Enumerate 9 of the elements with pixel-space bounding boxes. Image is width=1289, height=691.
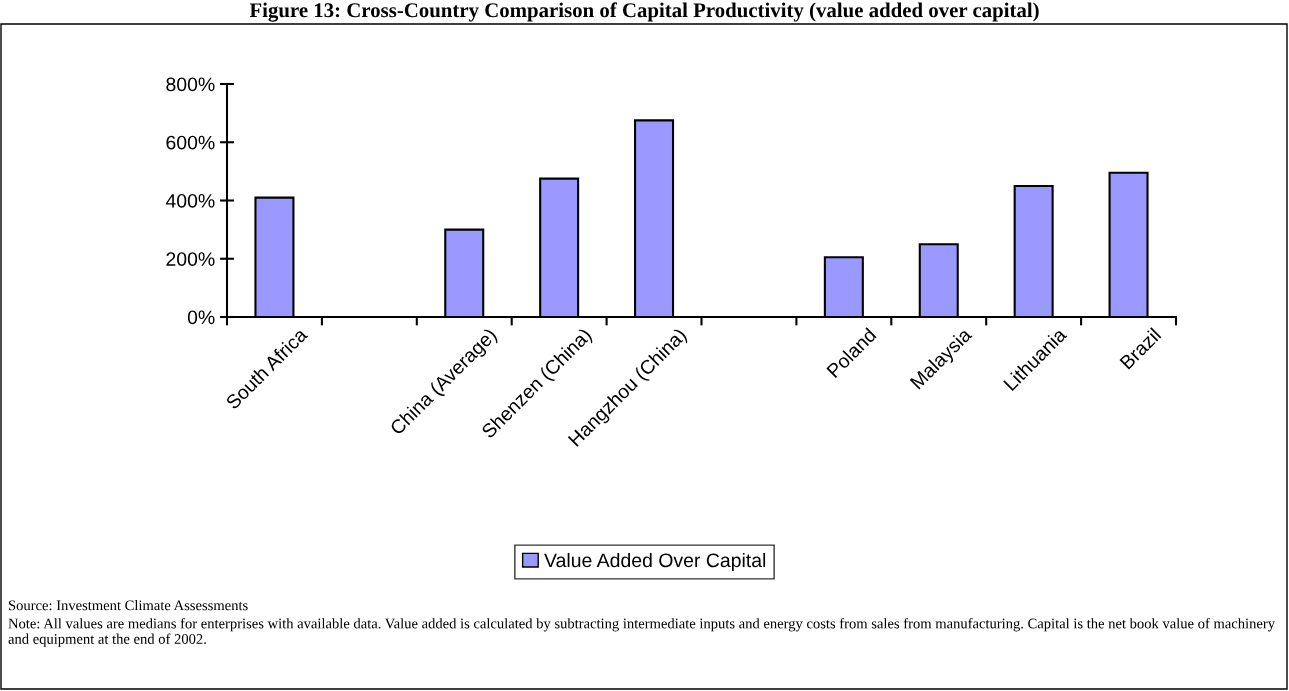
- source-note: Source: Investment Climate Assessments: [8, 600, 248, 611]
- chart-title: Figure 13: Cross-Country Comparison of Capital Productivity (value added over capital): [249, 2, 1039, 22]
- text: Note: All values are medians for enterprises with available data. Value added is calculated by subtracting intermediate inputs and energy costs from sales from manufacturing. Capital is the net book value of machinery and equipment at the end of 2002.: [8, 618, 1275, 647]
- y-tick-label: 200%: [166, 252, 215, 266]
- y-tick-label: 800%: [166, 77, 215, 92]
- y-tick-label: 600%: [166, 135, 215, 150]
- legend-label: Value Added Over Capital: [544, 552, 766, 572]
- y-tick-label: 0%: [187, 310, 215, 325]
- y-tick-label: 400%: [165, 193, 215, 208]
